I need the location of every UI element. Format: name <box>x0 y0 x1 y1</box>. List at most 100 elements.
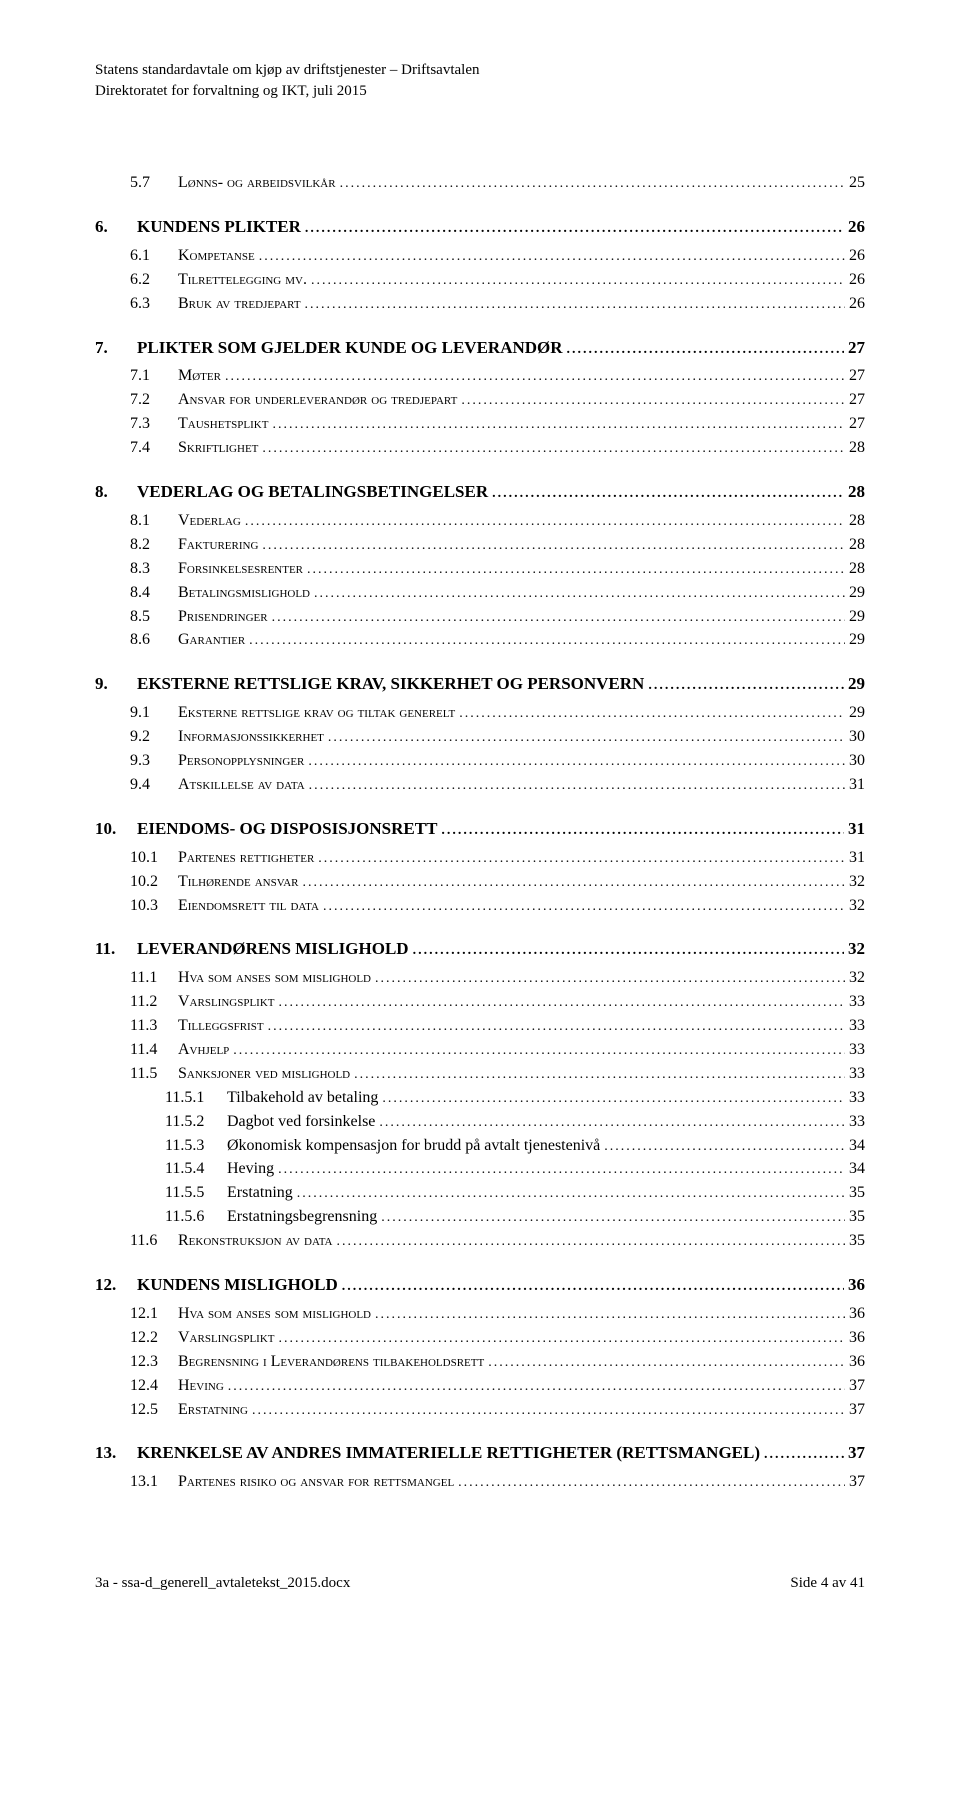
toc-entry-label: Avhjelp <box>178 1039 229 1061</box>
toc-entry: 12.3Begrensning i Leverandørens tilbakeh… <box>130 1351 865 1373</box>
toc-entry-label: Taushetsplikt <box>178 413 268 435</box>
toc-entry: 7.1Møter27 <box>130 365 865 387</box>
toc-entry-label: Varslingsplikt <box>178 991 275 1013</box>
toc-entry-leader <box>323 895 845 917</box>
page-footer: 3a - ssa-d_generell_avtaletekst_2015.doc… <box>95 1573 865 1593</box>
toc-entry-label: Garantier <box>178 629 245 651</box>
toc-entry-number: 9.3 <box>130 750 178 772</box>
toc-entry: 11.1Hva som anses som mislighold32 <box>130 967 865 989</box>
toc-entry-leader <box>461 389 845 411</box>
toc-entry-leader <box>307 558 845 580</box>
toc-entry-page: 26 <box>849 293 865 315</box>
toc-entry-leader <box>297 1182 845 1204</box>
toc-entry-label: Varslingsplikt <box>178 1327 275 1349</box>
toc-entry-leader <box>314 582 845 604</box>
toc-entry: 12.1Hva som anses som mislighold 36 <box>130 1303 865 1325</box>
toc-entry-page: 28 <box>849 437 865 459</box>
toc-entry-page: 26 <box>849 245 865 267</box>
toc-entry: 11.4Avhjelp33 <box>130 1039 865 1061</box>
toc-entry-number: 11. <box>95 938 137 961</box>
toc-entry: 8.5Prisendringer29 <box>130 606 865 628</box>
toc-entry-page: 29 <box>849 702 865 724</box>
header-line-1: Statens standardavtale om kjøp av drifts… <box>95 60 865 81</box>
table-of-contents: 5.7Lønns- og arbeidsvilkår256.KUNDENS PL… <box>95 172 865 1493</box>
toc-entry: 11.6Rekonstruksjon av data35 <box>130 1230 865 1252</box>
toc-entry-page: 35 <box>849 1206 865 1228</box>
toc-entry-leader <box>249 629 845 651</box>
toc-entry-number: 12.1 <box>130 1303 178 1325</box>
toc-entry-label: KRENKELSE AV ANDRES IMMATERIELLE RETTIGH… <box>137 1442 760 1465</box>
toc-entry-page: 36 <box>849 1327 865 1349</box>
toc-entry-label: Lønns- og arbeidsvilkår <box>178 172 336 194</box>
toc-entry-leader <box>328 726 845 748</box>
toc-entry-label: VEDERLAG OG BETALINGSBETINGELSER <box>137 481 488 504</box>
toc-entry-label: Hva som anses som mislighold <box>178 1303 371 1325</box>
toc-entry-number: 11.5.5 <box>165 1182 227 1204</box>
toc-entry-label: Bruk av tredjepart <box>178 293 301 315</box>
toc-entry-number: 12.3 <box>130 1351 178 1373</box>
toc-entry-page: 34 <box>849 1158 865 1180</box>
toc-entry-number: 12. <box>95 1274 137 1297</box>
toc-entry: 8.VEDERLAG OG BETALINGSBETINGELSER28 <box>95 481 865 504</box>
toc-entry-leader <box>259 245 845 267</box>
toc-entry-leader <box>379 1111 845 1133</box>
toc-entry-leader <box>604 1135 845 1157</box>
toc-entry-number: 6.1 <box>130 245 178 267</box>
toc-entry-label: Møter <box>178 365 221 387</box>
toc-entry-number: 11.3 <box>130 1015 178 1037</box>
toc-entry-number: 11.5.1 <box>165 1087 227 1109</box>
toc-entry-label: Tilleggsfrist <box>178 1015 264 1037</box>
toc-entry: 6.1Kompetanse26 <box>130 245 865 267</box>
toc-entry-label: Fakturering <box>178 534 258 556</box>
toc-entry: 9.EKSTERNE RETTSLIGE KRAV, SIKKERHET OG … <box>95 673 865 696</box>
toc-entry-number: 11.5.2 <box>165 1111 227 1133</box>
toc-entry-number: 11.2 <box>130 991 178 1013</box>
toc-entry-label: Skriftlighet <box>178 437 258 459</box>
toc-entry-page: 36 <box>849 1303 865 1325</box>
toc-entry-leader <box>309 774 845 796</box>
toc-entry: 9.2Informasjonssikkerhet30 <box>130 726 865 748</box>
toc-entry-label: Personopplysninger <box>178 750 304 772</box>
toc-entry-label: Informasjonssikkerhet <box>178 726 324 748</box>
toc-entry: 8.3Forsinkelsesrenter28 <box>130 558 865 580</box>
toc-entry: 6.3Bruk av tredjepart26 <box>130 293 865 315</box>
toc-entry-leader <box>308 750 845 772</box>
toc-entry: 6.2Tilrettelegging mv.26 <box>130 269 865 291</box>
toc-entry-number: 8.1 <box>130 510 178 532</box>
toc-entry-number: 11.5.6 <box>165 1206 227 1228</box>
toc-entry-label: Tilbakehold av betaling <box>227 1087 378 1109</box>
toc-entry-label: KUNDENS MISLIGHOLD <box>137 1274 338 1297</box>
toc-entry-page: 27 <box>849 389 865 411</box>
toc-entry: 11.5.1Tilbakehold av betaling 33 <box>165 1087 865 1109</box>
toc-entry: 7.4Skriftlighet 28 <box>130 437 865 459</box>
toc-entry-label: Heving <box>227 1158 274 1180</box>
toc-entry-number: 13.1 <box>130 1471 178 1493</box>
toc-entry-page: 36 <box>848 1274 865 1297</box>
toc-entry-number: 6. <box>95 216 137 239</box>
toc-entry-number: 12.4 <box>130 1375 178 1397</box>
toc-entry-label: Tilhørende ansvar <box>178 871 299 893</box>
toc-entry-leader <box>337 1230 846 1252</box>
toc-entry: 10.2Tilhørende ansvar32 <box>130 871 865 893</box>
toc-entry-number: 7.4 <box>130 437 178 459</box>
toc-entry-number: 7.1 <box>130 365 178 387</box>
toc-entry: 6.KUNDENS PLIKTER26 <box>95 216 865 239</box>
toc-entry-page: 33 <box>849 1087 865 1109</box>
toc-entry-leader <box>272 606 845 628</box>
toc-entry-page: 33 <box>849 991 865 1013</box>
toc-entry-leader <box>233 1039 845 1061</box>
toc-entry-number: 8.3 <box>130 558 178 580</box>
toc-entry-leader <box>262 534 845 556</box>
toc-entry-number: 8.6 <box>130 629 178 651</box>
toc-entry-number: 8.4 <box>130 582 178 604</box>
toc-entry-page: 26 <box>849 269 865 291</box>
toc-entry-leader <box>225 365 845 387</box>
toc-entry-number: 9.4 <box>130 774 178 796</box>
toc-entry-leader <box>381 1206 845 1228</box>
toc-entry-label: Tilrettelegging mv. <box>178 269 307 291</box>
toc-entry-page: 33 <box>849 1111 865 1133</box>
toc-entry: 12.5Erstatning37 <box>130 1399 865 1421</box>
toc-entry: 7.PLIKTER SOM GJELDER KUNDE OG LEVERANDØ… <box>95 337 865 360</box>
toc-entry-label: Erstatning <box>178 1399 248 1421</box>
toc-entry-leader <box>311 269 845 291</box>
